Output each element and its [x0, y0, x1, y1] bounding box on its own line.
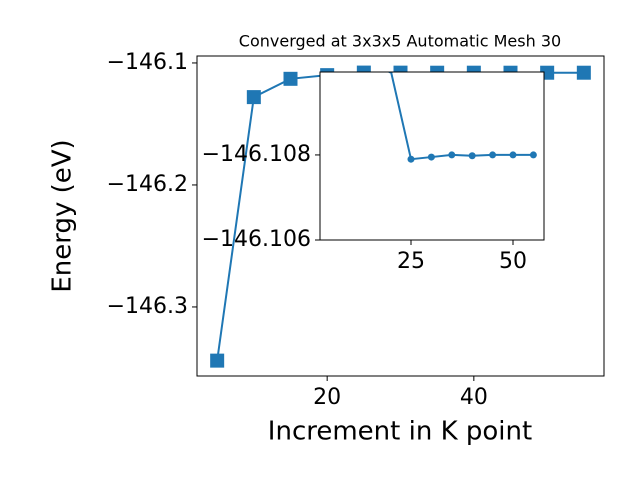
- x-tick-label: 40: [460, 385, 488, 410]
- y-tick-label: −146.1: [107, 50, 188, 75]
- marker: [529, 151, 537, 159]
- chart-title: Converged at 3x3x5 Automatic Mesh 30: [239, 32, 561, 51]
- marker: [246, 90, 261, 105]
- series: [387, 72, 537, 163]
- y-tick-label: −146.2: [107, 172, 188, 197]
- x-tick-label: 20: [313, 385, 341, 410]
- axes-frame: [319, 71, 545, 241]
- y-tick-label: −146.3: [107, 294, 188, 319]
- marker: [407, 155, 415, 163]
- x-axis-label: Increment in K point: [268, 417, 532, 447]
- marker: [509, 151, 517, 159]
- y-tick-label: −146.106: [202, 227, 311, 252]
- marker: [448, 151, 456, 159]
- y-tick-label: −146.108: [202, 142, 311, 167]
- marker: [210, 353, 225, 368]
- x-tick-label: 25: [397, 249, 425, 274]
- x-tick-label: 50: [499, 249, 527, 274]
- marker: [427, 153, 435, 161]
- marker: [576, 65, 591, 80]
- marker: [283, 71, 298, 86]
- marker: [489, 151, 497, 159]
- y-axis-label: Energy (eV): [48, 139, 78, 292]
- marker: [468, 152, 476, 160]
- axes-frame: [196, 55, 605, 377]
